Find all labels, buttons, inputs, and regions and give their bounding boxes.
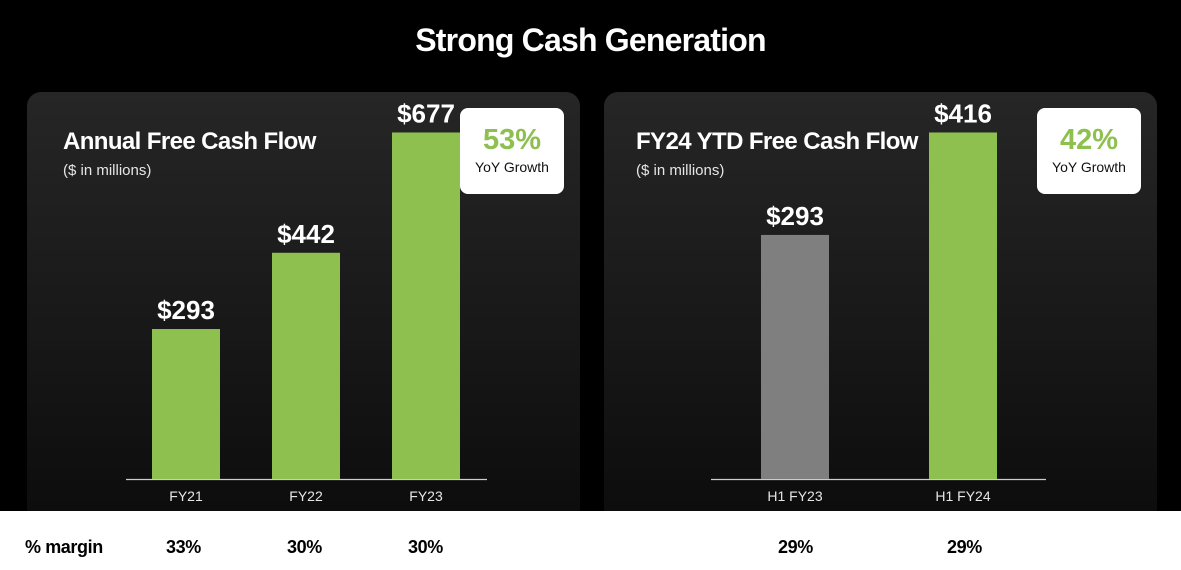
margin-value-h1fy23: 29%	[778, 537, 813, 557]
bar-fy23	[392, 132, 460, 479]
bar-fy21	[152, 329, 220, 479]
bar-h1-fy24	[929, 132, 997, 479]
x-tick-label: FY22	[289, 488, 323, 504]
x-tick-label: FY23	[409, 488, 443, 504]
page-title: Strong Cash Generation	[415, 22, 766, 58]
bar-h1-fy23	[761, 234, 829, 479]
panel-title: Annual Free Cash Flow	[63, 128, 316, 155]
panel-title: FY24 YTD Free Cash Flow	[636, 128, 918, 155]
ytd-fcf-panel: FY24 YTD Free Cash Flow ($ in millions) …	[604, 92, 1157, 522]
bar-value-label: $293	[157, 295, 215, 325]
growth-label: YoY Growth	[1052, 159, 1126, 175]
margin-label: % margin	[25, 537, 103, 557]
margin-band	[0, 511, 1181, 570]
bar-value-label: $677	[397, 98, 455, 128]
growth-label: YoY Growth	[475, 159, 549, 175]
bar-value-label: $416	[934, 98, 992, 128]
panel-subtitle: ($ in millions)	[636, 162, 725, 179]
yoy-growth-badge: 42% YoY Growth	[1037, 108, 1141, 194]
margin-value-fy22: 30%	[287, 537, 322, 557]
growth-value: 53%	[482, 124, 542, 156]
margin-value-fy23: 30%	[408, 537, 443, 557]
margin-value-h1fy24: 29%	[947, 537, 982, 557]
yoy-growth-badge: 53% YoY Growth	[460, 108, 564, 194]
growth-value: 42%	[1059, 124, 1119, 156]
x-tick-label: H1 FY24	[935, 488, 990, 504]
margin-value-fy21: 33%	[166, 537, 201, 557]
panel-subtitle: ($ in millions)	[63, 162, 152, 179]
x-tick-label: H1 FY23	[767, 488, 822, 504]
x-tick-label: FY21	[169, 488, 203, 504]
bar-fy22	[272, 252, 340, 479]
bar-value-label: $442	[277, 219, 335, 249]
bar-value-label: $293	[766, 201, 824, 231]
